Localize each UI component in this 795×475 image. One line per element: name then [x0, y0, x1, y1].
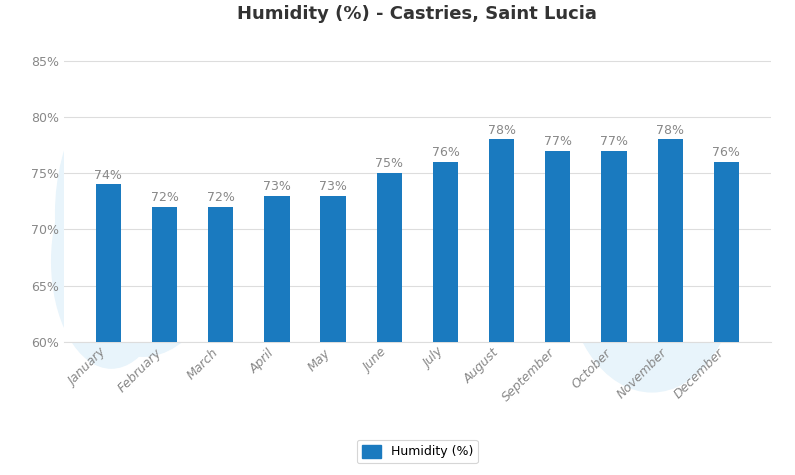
Text: 76%: 76% [432, 146, 460, 159]
Bar [208, 207, 234, 342]
Text: 74%: 74% [95, 169, 122, 181]
Text: 78%: 78% [487, 124, 516, 136]
Text: 72%: 72% [150, 191, 179, 204]
Bar [657, 139, 683, 342]
Title: Humidity (%) - Castries, Saint Lucia: Humidity (%) - Castries, Saint Lucia [238, 5, 597, 22]
Text: 77%: 77% [600, 135, 628, 148]
Bar [95, 184, 121, 342]
Text: 77%: 77% [544, 135, 572, 148]
Bar [489, 139, 514, 342]
Legend: Humidity (%): Humidity (%) [357, 440, 478, 464]
Text: 73%: 73% [263, 180, 291, 193]
Text: 78%: 78% [656, 124, 684, 136]
Bar [601, 151, 626, 342]
Bar [320, 196, 346, 342]
Bar [152, 207, 177, 342]
Bar [714, 162, 739, 342]
Text: 75%: 75% [375, 157, 403, 171]
Bar [545, 151, 571, 342]
Text: 72%: 72% [207, 191, 235, 204]
Bar [264, 196, 289, 342]
Bar [432, 162, 458, 342]
Text: 73%: 73% [319, 180, 347, 193]
Text: 76%: 76% [712, 146, 740, 159]
Bar [377, 173, 402, 342]
